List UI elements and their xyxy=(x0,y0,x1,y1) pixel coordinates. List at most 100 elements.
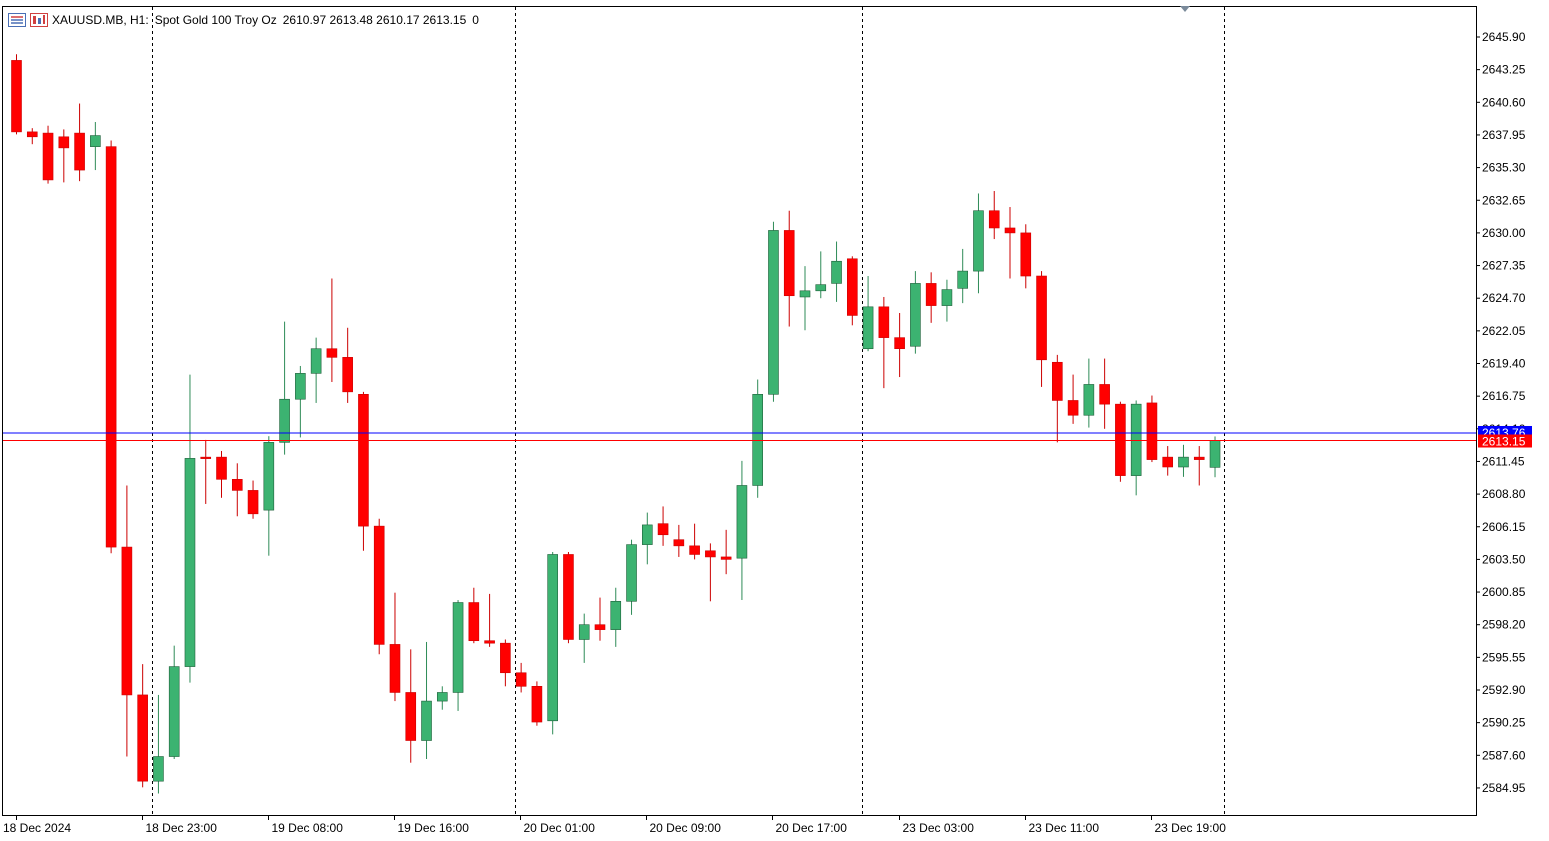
bull-candle xyxy=(626,544,637,602)
bear-candle xyxy=(1162,456,1174,468)
bear-candle xyxy=(594,624,606,630)
x-tick-label: 18 Dec 23:00 xyxy=(146,821,218,835)
bear-candle xyxy=(216,456,227,480)
x-tick-label: 20 Dec 01:00 xyxy=(524,821,596,835)
x-tick-label: 23 Dec 11:00 xyxy=(1029,821,1100,835)
bear-candle xyxy=(468,602,480,642)
bear-candle xyxy=(247,490,259,515)
bear-candle xyxy=(673,539,685,547)
y-tick-label: 2635.30 xyxy=(1482,161,1526,175)
y-tick-label: 2632.65 xyxy=(1482,193,1526,207)
bull-candle xyxy=(1209,440,1221,468)
bear-candle xyxy=(74,132,85,171)
bid-price-tag xyxy=(1478,434,1532,448)
bull-candle xyxy=(941,289,953,306)
tick-volume: 0 xyxy=(472,13,479,27)
bull-candle xyxy=(831,260,842,284)
symbol-description: Spot Gold 100 Troy Oz xyxy=(154,13,277,27)
x-tick-label: 20 Dec 17:00 xyxy=(776,821,848,835)
y-tick-label: 2616.75 xyxy=(1482,389,1526,403)
bear-candle xyxy=(342,357,353,393)
bull-candle xyxy=(641,524,653,545)
ohlc-values: 2610.97 2613.48 2610.17 2613.15 xyxy=(282,13,467,27)
bear-candle xyxy=(515,672,527,687)
bull-candle xyxy=(436,692,448,702)
bull-candle xyxy=(295,373,306,400)
bear-candle xyxy=(231,479,243,491)
y-tick-label: 2630.00 xyxy=(1482,226,1526,240)
bear-candle xyxy=(563,554,574,640)
symbol-label: XAUUSD.MB, H1: xyxy=(52,13,149,27)
bear-candle xyxy=(42,132,54,181)
bid-price-label: 2613.15 xyxy=(1482,435,1526,449)
bear-candle xyxy=(389,644,401,693)
shift-marker-icon xyxy=(1180,6,1190,12)
bear-candle xyxy=(26,131,38,138)
bull-candle xyxy=(263,442,275,511)
y-tick-label: 2603.50 xyxy=(1482,552,1526,566)
bear-candle xyxy=(1193,456,1205,460)
bear-candle xyxy=(1004,227,1016,234)
bull-candle xyxy=(153,756,164,782)
bear-candle xyxy=(137,694,148,782)
bear-candle xyxy=(11,60,22,133)
indicator-window-icon[interactable] xyxy=(30,13,48,27)
bear-candle xyxy=(358,394,369,527)
bear-candle xyxy=(657,523,669,536)
x-tick-label: 23 Dec 19:00 xyxy=(1155,821,1227,835)
y-tick-label: 2600.85 xyxy=(1482,585,1526,599)
x-tick-label: 19 Dec 16:00 xyxy=(398,821,470,835)
bull-candle xyxy=(610,600,622,630)
bear-candle xyxy=(894,337,905,350)
bull-candle xyxy=(310,348,322,374)
bull-candle xyxy=(168,666,180,757)
bear-candle xyxy=(531,686,543,723)
bull-candle xyxy=(1130,403,1142,476)
y-tick-label: 2622.05 xyxy=(1482,324,1526,338)
bear-candle xyxy=(1067,400,1079,416)
bull-candle xyxy=(799,290,811,298)
bull-candle xyxy=(862,306,874,350)
bull-candle xyxy=(1178,456,1189,468)
y-tick-label: 2598.20 xyxy=(1482,618,1526,632)
bull-candle xyxy=(578,624,590,640)
bear-candle xyxy=(925,283,937,306)
bull-candle xyxy=(547,554,558,722)
bull-candle xyxy=(910,283,921,347)
bull-candle xyxy=(768,230,779,395)
chart-list-icon[interactable] xyxy=(8,13,26,27)
x-tick-label: 19 Dec 08:00 xyxy=(272,821,344,835)
bear-candle xyxy=(484,640,495,644)
bear-candle xyxy=(783,230,795,297)
bear-candle xyxy=(200,456,212,459)
bear-candle xyxy=(1099,384,1110,405)
plot-frame xyxy=(2,6,1477,816)
bear-candle xyxy=(105,146,117,548)
bull-candle xyxy=(815,284,827,292)
x-tick-label: 18 Dec 2024 xyxy=(3,821,71,835)
y-tick-label: 2619.40 xyxy=(1482,357,1526,371)
bear-candle xyxy=(689,545,700,555)
bear-candle xyxy=(705,550,716,558)
bull-candle xyxy=(957,270,969,289)
bull-candle xyxy=(736,485,748,559)
bear-candle xyxy=(1020,232,1032,277)
bear-candle xyxy=(500,642,511,674)
y-tick-label: 2592.90 xyxy=(1482,683,1526,697)
bear-candle xyxy=(373,525,385,645)
bear-candle xyxy=(405,692,417,741)
bull-candle xyxy=(452,602,464,693)
y-tick-label: 2590.25 xyxy=(1482,716,1526,730)
chart-header: XAUUSD.MB, H1: Spot Gold 100 Troy Oz 261… xyxy=(8,12,485,28)
y-tick-label: 2637.95 xyxy=(1482,128,1526,142)
y-tick-label: 2606.15 xyxy=(1482,520,1526,534)
bull-candle xyxy=(973,210,984,272)
bull-candle xyxy=(90,135,101,147)
bear-candle xyxy=(1052,361,1063,401)
y-tick-label: 2645.90 xyxy=(1482,30,1526,44)
y-tick-label: 2587.60 xyxy=(1482,748,1526,762)
y-tick-label: 2608.80 xyxy=(1482,487,1526,501)
x-tick-label: 23 Dec 03:00 xyxy=(903,821,975,835)
